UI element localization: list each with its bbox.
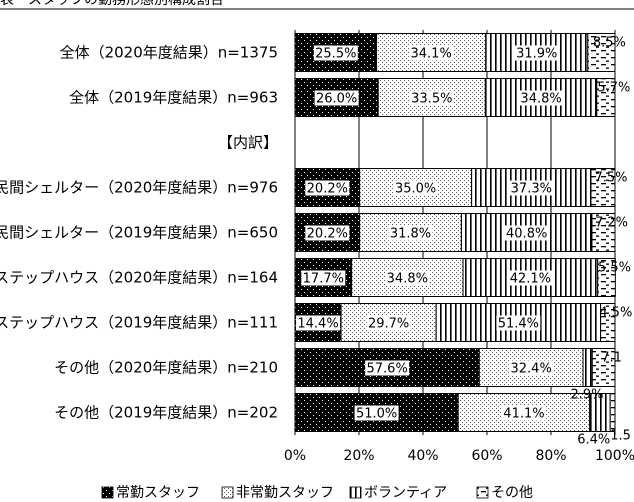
data-label-r7-s2: 2.9% <box>570 388 603 403</box>
legend-item-2: ボランティア <box>349 485 447 501</box>
data-label-bg-r0-s0 <box>313 45 358 61</box>
data-label-bg-r1-s1 <box>409 90 454 106</box>
data-label-bg-r6-s1 <box>366 315 411 331</box>
category-label-3: 民間シェルター（2020年度結果）n=976 <box>0 179 278 197</box>
data-label-bg-r3-s0 <box>305 180 350 196</box>
data-label-r3-s0: 20.2% <box>307 182 348 197</box>
category-label-7: その他（2020年度結果）n=210 <box>54 359 278 377</box>
data-label-bg-r4-s2 <box>504 225 549 241</box>
bar-segment-r0-s3 <box>587 33 616 72</box>
legend-label-1: 非常勤スタッフ <box>236 485 334 501</box>
data-label-bg-r1-s2 <box>519 90 564 106</box>
data-label-bg-r5-s2 <box>508 270 553 286</box>
data-label-r6-s0: 14.4% <box>297 317 338 332</box>
x-tick-label-0: 0% <box>284 448 306 464</box>
data-label-bg-r3-s1 <box>393 180 438 196</box>
data-label-r6-s1: 29.7% <box>368 317 409 332</box>
legend-item-0: 常勤スタッフ <box>101 485 200 501</box>
category-label-1: 全体（2019年度結果）n=963 <box>69 89 278 107</box>
x-tick-label-2: 40% <box>407 448 438 464</box>
category-label-4: 民間シェルター（2019年度結果）n=650 <box>0 224 278 242</box>
category-label-5: ステップハウス（2020年度結果）n=164 <box>0 269 278 287</box>
category-label-2: 【内訳】 <box>218 134 278 152</box>
data-label-bg-r7-s1 <box>509 360 554 376</box>
data-label-r3-s1: 35.0% <box>395 182 436 197</box>
data-label-r0-s2: 31.9% <box>516 47 557 62</box>
data-label-r3-s2: 37.3% <box>511 182 552 197</box>
data-label-r3-s3: 7.5% <box>594 171 627 186</box>
bar-segment-r6-s2 <box>435 303 602 342</box>
data-label-r5-s0: 17.7% <box>303 272 344 287</box>
data-label-bg-r6-s0 <box>296 315 341 331</box>
category-labels: 全体（2020年度結果）n=1375 全体（2019年度結果）n=963 【内訳】民… <box>0 44 278 422</box>
legend-swatch-0 <box>101 486 114 499</box>
data-label-bg-r8-s0 <box>354 405 399 421</box>
category-label-0: 全体（2020年度結果）n=1375 <box>60 44 278 62</box>
data-label-r1-s1: 33.5% <box>411 92 452 107</box>
legend-item-1: 非常勤スタッフ <box>221 485 334 501</box>
data-label-bg-r4-s0 <box>305 225 350 241</box>
data-label-r8-s3: 1.5 <box>610 429 631 444</box>
data-label-bg-r3-s2 <box>509 180 554 196</box>
data-label-r4-s1: 31.8% <box>390 227 431 242</box>
data-label-r0-s1: 34.1% <box>411 47 452 62</box>
x-tick-label-3: 60% <box>471 448 502 464</box>
data-label-bg-r5-s0 <box>301 270 346 286</box>
x-tick-label-4: 80% <box>535 448 566 464</box>
bar-segment-r8-s3 <box>609 393 616 432</box>
data-label-r6-s3: 4.5% <box>599 306 632 321</box>
data-label-bg-r8-s1 <box>501 405 546 421</box>
data-label-bg-r6-s2 <box>496 315 541 331</box>
data-label-r8-s0: 51.0% <box>356 407 397 422</box>
data-label-bg-r0-s2 <box>514 45 559 61</box>
legend-item-3: その他 <box>476 485 533 501</box>
legend-label-0: 常勤スタッフ <box>116 485 200 501</box>
legend-swatch-3 <box>476 486 489 499</box>
x-axis-ticks: 0% 20% 40% 60% 80% 100% <box>284 448 634 464</box>
bar-segment-r5-s3 <box>597 258 616 297</box>
data-labels: 25.5% 34.1% 31.9% 8.5% 26.0% 33.5% 34.8% 5.7% 20… <box>296 36 632 448</box>
data-label-r7-s0: 57.6% <box>367 362 408 377</box>
bar-segment-r3-s3 <box>590 168 616 207</box>
bar-segment-r1-s3 <box>596 78 616 117</box>
bar-segment-r7-s3 <box>591 348 616 387</box>
data-label-r1-s2: 34.8% <box>520 92 561 107</box>
data-label-bg-r4-s1 <box>388 225 433 241</box>
data-label-r4-s0: 20.2% <box>307 227 348 242</box>
data-label-r0-s0: 25.5% <box>315 47 356 62</box>
x-tick-label-1: 20% <box>343 448 374 464</box>
data-label-r0-s3: 8.5% <box>593 36 626 51</box>
category-label-6: ステップハウス（2019年度結果）n=111 <box>0 314 278 332</box>
data-label-r8-s1: 41.1% <box>503 407 544 422</box>
legend-swatch-1 <box>221 486 234 499</box>
data-label-bg-r0-s1 <box>409 45 454 61</box>
legend-swatch-2 <box>349 486 362 499</box>
data-label-r4-s2: 40.8% <box>506 227 547 242</box>
data-label-bg-r1-s0 <box>314 90 359 106</box>
data-label-bg-r5-s1 <box>385 270 430 286</box>
x-tick-label-5: 100% <box>595 448 634 464</box>
data-label-r5-s1: 34.8% <box>387 272 428 287</box>
legend: 常勤スタッフ 非常勤スタッフ ボランティア その他 <box>101 485 533 501</box>
bar-segment-r6-s3 <box>600 303 616 342</box>
category-label-8: その他（2019年度結果）n=202 <box>54 404 278 422</box>
data-label-r1-s3: 5.7% <box>597 81 630 96</box>
data-label-r5-s2: 42.1% <box>510 272 551 287</box>
data-label-r4-s3: 7.2% <box>595 216 628 231</box>
data-label-r6-s2: 51.4% <box>498 317 539 332</box>
bar-segment-r4-s3 <box>591 213 616 252</box>
data-label-r8-s2: 6.4% <box>577 433 610 448</box>
legend-label-3: その他 <box>491 485 533 501</box>
data-label-r5-s3: 5.5% <box>598 261 631 276</box>
data-label-bg-r7-s0 <box>365 360 410 376</box>
bar-segment-r7-s2 <box>582 348 593 387</box>
data-label-r7-s1: 32.4% <box>511 362 552 377</box>
legend-label-2: ボランティア <box>364 485 447 501</box>
chart-title: 表 スタッフの勤務形態別構成割合 <box>0 0 224 8</box>
data-label-r1-s0: 26.0% <box>316 92 357 107</box>
data-label-r7-s3: 7.1 <box>601 351 622 366</box>
